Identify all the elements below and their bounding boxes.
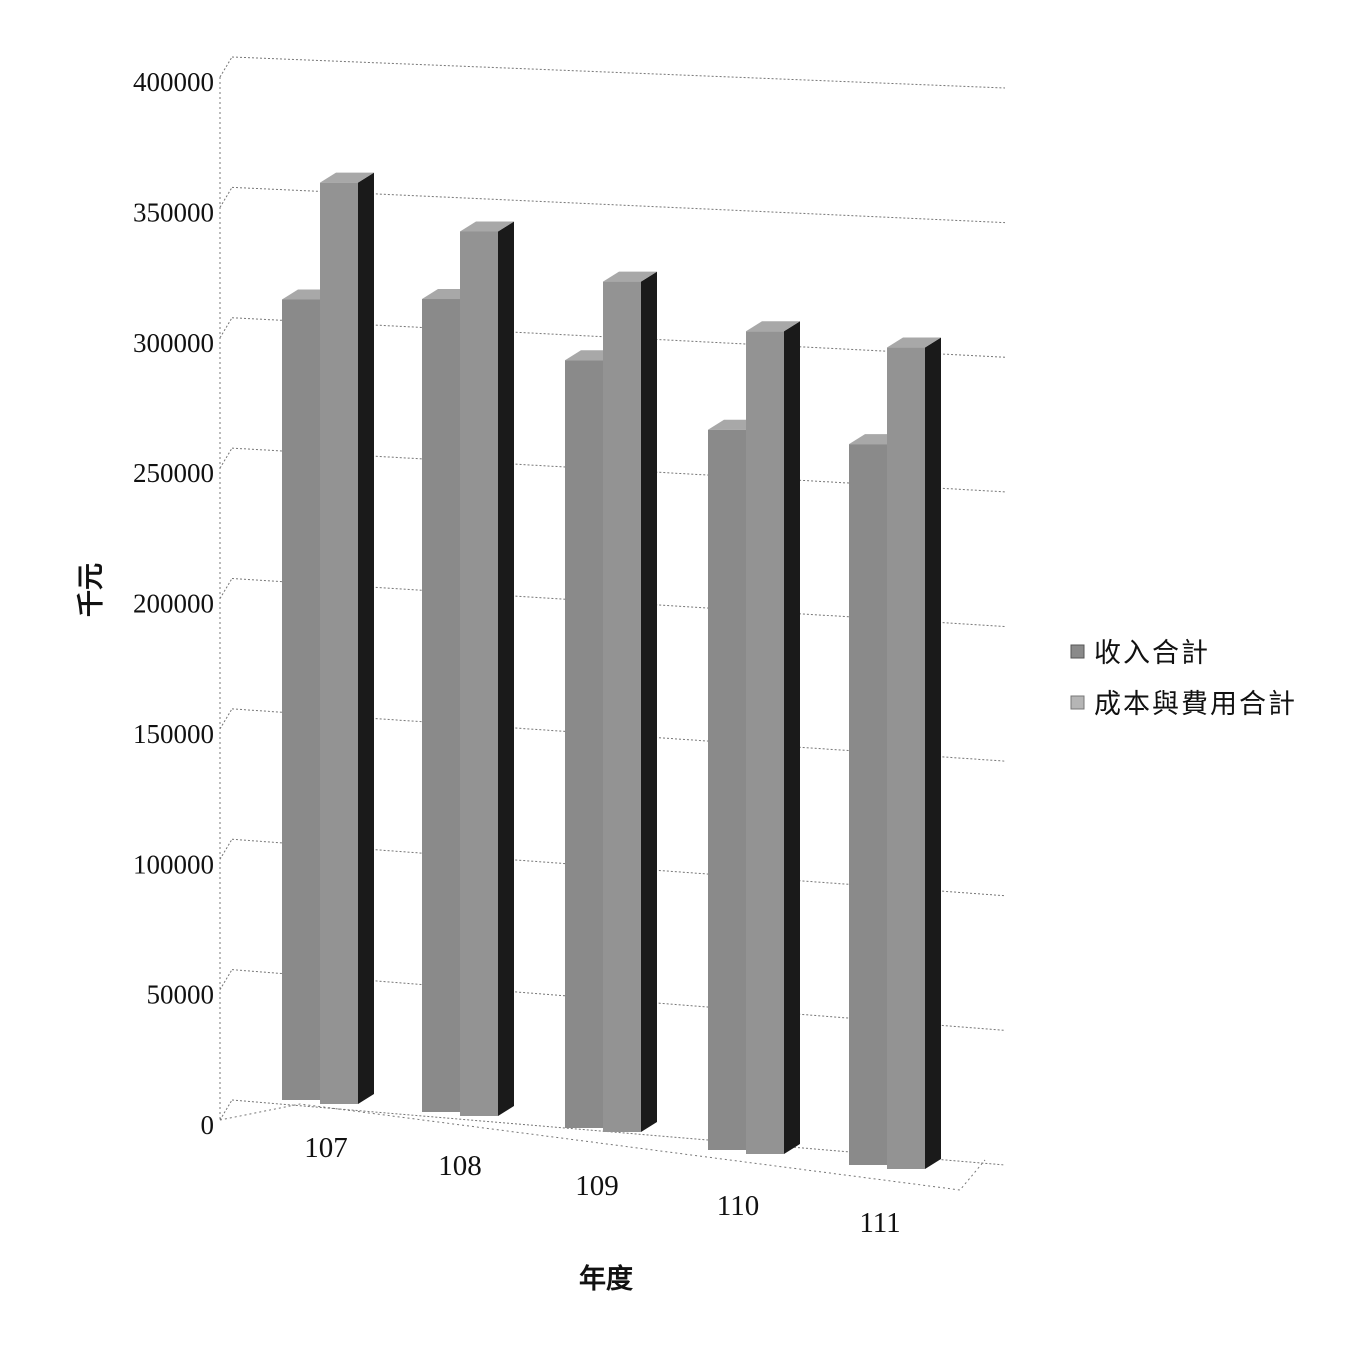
bar-side [784,321,800,1154]
legend: 收入合計 成本與費用合計 [1070,638,1297,720]
bar-side [641,271,657,1133]
y-axis: 0 50000 100000 150000 200000 250000 300000 3500… [133,67,214,1140]
x-tick-label: 109 [575,1170,619,1202]
legend-label-income: 收入合計 [1094,638,1210,669]
bar-cost-110 [746,321,800,1154]
bars [282,172,941,1169]
bar-front [887,347,925,1169]
y-tick-label: 250000 [133,458,214,488]
bar-front [282,299,320,1100]
bar-front [849,444,887,1165]
bar-top [887,337,941,348]
bar-front [708,429,746,1150]
gridline-depth [219,578,233,599]
y-tick-label: 0 [201,1110,215,1140]
legend-label-cost: 成本與費用合計 [1094,689,1297,720]
x-tick-label: 111 [859,1207,900,1239]
x-tick-label: 107 [304,1132,348,1164]
bar-side [358,172,374,1104]
bar-cost-109 [603,271,657,1133]
bar-front [422,299,460,1112]
y-tick-label: 50000 [147,980,215,1010]
gridline-depth [219,317,233,339]
bar-front [320,182,358,1104]
bar-front [603,281,641,1133]
x-tick-label: 108 [438,1150,482,1182]
y-tick-label: 150000 [133,719,214,749]
gridline-depth [219,56,233,78]
y-tick-label: 400000 [133,67,214,97]
gridline-depth [219,838,233,860]
bar-front [460,231,498,1117]
x-tick-label: 110 [717,1190,759,1222]
gridline-depth [219,447,233,469]
bar-top [320,172,374,183]
bar-top [460,221,514,232]
gridline-depth [219,969,233,990]
gridline [231,56,1006,89]
x-axis-title: 年度 [579,1263,633,1295]
bar-cost-108 [460,221,514,1117]
bar-side [498,221,514,1117]
legend-swatch-income [1070,644,1085,659]
bar-cost-107 [320,172,374,1104]
gridline-depth [219,1099,233,1121]
y-tick-label: 100000 [133,849,214,879]
x-axis: 107 108 109 110 111 [304,1132,900,1239]
bar-top [746,321,800,332]
gridline-depth [219,708,233,730]
bar-cost-111 [887,337,941,1169]
legend-item-cost: 成本與費用合計 [1070,689,1297,720]
legend-swatch-cost [1070,695,1085,710]
bar-front [565,360,603,1129]
y-axis-title: 千元 [76,563,107,617]
y-tick-label: 200000 [133,589,214,619]
bar-front [746,331,784,1154]
legend-item-income: 收入合計 [1070,638,1210,669]
y-tick-label: 350000 [133,197,214,227]
bar-top [603,271,657,282]
gridline [231,1099,1006,1166]
bar-side [925,337,941,1169]
gridline-depth [219,187,233,208]
y-tick-label: 300000 [133,328,214,358]
floor-outline [219,1103,986,1191]
